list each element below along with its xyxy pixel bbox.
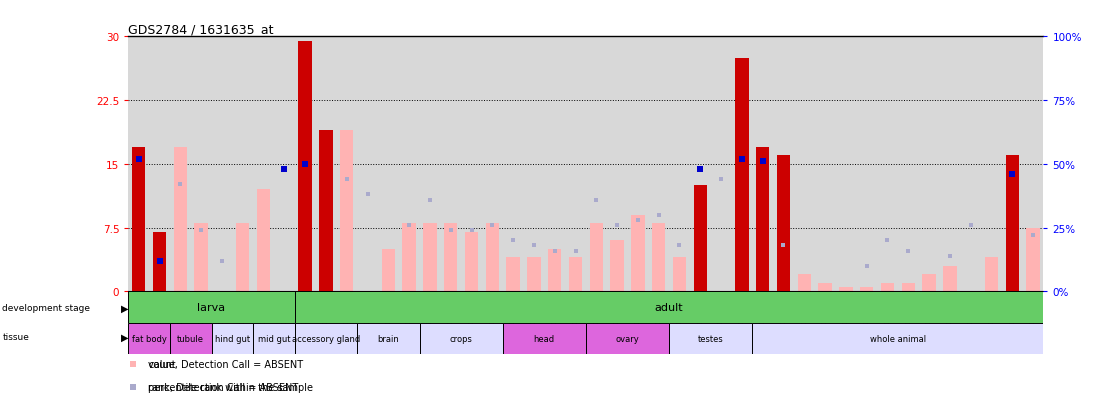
Bar bbox=[295, 292, 1043, 323]
Bar bbox=[423, 224, 436, 292]
Bar bbox=[1027, 228, 1040, 292]
Bar bbox=[670, 323, 752, 354]
Text: count: count bbox=[148, 359, 176, 369]
Bar bbox=[943, 266, 956, 292]
Bar bbox=[128, 323, 170, 354]
Bar bbox=[673, 258, 686, 292]
Text: mid gut: mid gut bbox=[258, 334, 290, 343]
Text: tissue: tissue bbox=[2, 332, 29, 341]
Bar bbox=[485, 224, 499, 292]
Bar bbox=[798, 275, 811, 292]
Bar bbox=[212, 323, 253, 354]
Text: tubule: tubule bbox=[177, 334, 204, 343]
Bar bbox=[735, 58, 749, 292]
Bar bbox=[319, 131, 333, 292]
Bar bbox=[902, 283, 915, 292]
Bar bbox=[984, 258, 998, 292]
Bar bbox=[235, 224, 250, 292]
Text: ▶: ▶ bbox=[121, 303, 128, 313]
Text: whole animal: whole animal bbox=[869, 334, 926, 343]
Bar bbox=[502, 323, 586, 354]
Bar bbox=[507, 258, 520, 292]
Text: value, Detection Call = ABSENT: value, Detection Call = ABSENT bbox=[148, 359, 304, 369]
Bar bbox=[298, 41, 311, 292]
Bar bbox=[420, 323, 502, 354]
Bar bbox=[839, 287, 853, 292]
Bar bbox=[403, 224, 416, 292]
Text: accessory gland: accessory gland bbox=[291, 334, 360, 343]
Bar bbox=[464, 232, 479, 292]
Bar bbox=[357, 323, 420, 354]
Text: larva: larva bbox=[198, 302, 225, 312]
Bar bbox=[569, 258, 583, 292]
Bar bbox=[194, 224, 208, 292]
Text: testes: testes bbox=[698, 334, 723, 343]
Bar bbox=[632, 215, 645, 292]
Bar bbox=[752, 323, 1043, 354]
Bar bbox=[777, 156, 790, 292]
Bar bbox=[153, 232, 166, 292]
Bar bbox=[881, 283, 894, 292]
Text: ▶: ▶ bbox=[121, 332, 128, 342]
Bar bbox=[693, 185, 708, 292]
Text: adult: adult bbox=[655, 302, 683, 312]
Text: GDS2784 / 1631635_at: GDS2784 / 1631635_at bbox=[128, 23, 273, 36]
Bar bbox=[174, 147, 187, 292]
Bar bbox=[586, 323, 670, 354]
Bar bbox=[527, 258, 540, 292]
Bar bbox=[444, 224, 458, 292]
Bar bbox=[548, 249, 561, 292]
Bar bbox=[253, 323, 295, 354]
Text: hind gut: hind gut bbox=[214, 334, 250, 343]
Bar bbox=[340, 131, 354, 292]
Text: fat body: fat body bbox=[132, 334, 166, 343]
Bar bbox=[128, 292, 295, 323]
Text: ovary: ovary bbox=[616, 334, 639, 343]
Text: percentile rank within the sample: percentile rank within the sample bbox=[148, 382, 314, 392]
Text: development stage: development stage bbox=[2, 303, 90, 312]
Text: brain: brain bbox=[377, 334, 400, 343]
Bar bbox=[589, 224, 603, 292]
Bar bbox=[756, 147, 769, 292]
Text: head: head bbox=[533, 334, 555, 343]
Bar bbox=[610, 241, 624, 292]
Bar bbox=[170, 323, 212, 354]
Bar bbox=[860, 287, 874, 292]
Bar bbox=[818, 283, 831, 292]
Bar bbox=[132, 147, 145, 292]
Bar bbox=[257, 190, 270, 292]
Bar bbox=[1006, 156, 1019, 292]
Text: crops: crops bbox=[450, 334, 472, 343]
Bar bbox=[382, 249, 395, 292]
Bar bbox=[922, 275, 936, 292]
Bar bbox=[652, 224, 665, 292]
Bar bbox=[295, 323, 357, 354]
Text: rank, Detection Call = ABSENT: rank, Detection Call = ABSENT bbox=[148, 382, 299, 392]
